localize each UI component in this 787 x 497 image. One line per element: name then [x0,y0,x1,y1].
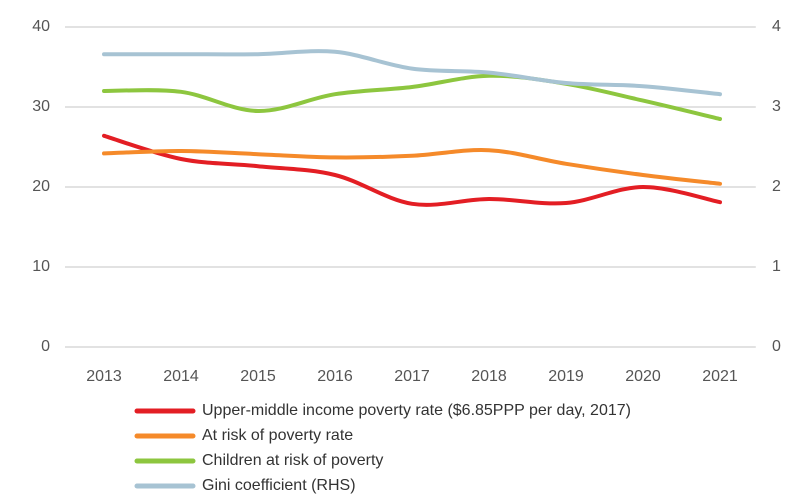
y-tick-label: 20 [32,178,50,195]
series-line [102,49,722,97]
y-tick-label: 30 [32,98,50,115]
x-tick-label: 2015 [240,368,276,385]
y2-tick-label: 2 [772,178,781,195]
y2-tick-label: 3 [772,98,781,115]
y2-tick-label: 0 [772,338,781,355]
y2-tick-label: 1 [772,258,781,275]
x-tick-label: 2013 [86,368,122,385]
x-tick-label: 2018 [471,368,507,385]
x-tick-label: 2014 [163,368,199,385]
y-tick-label: 0 [41,338,50,355]
legend-label: Upper-middle income poverty rate ($6.85P… [202,402,631,419]
series-line [102,148,722,186]
x-tick-label: 2020 [625,368,661,385]
legend-label: Gini coefficient (RHS) [202,477,356,494]
x-tick-label: 2019 [548,368,584,385]
x-tick-label: 2021 [702,368,738,385]
x-tick-label: 2016 [317,368,353,385]
y-tick-label: 40 [32,18,50,35]
series-line [102,73,722,121]
y2-tick-label: 4 [772,18,781,35]
y-tick-label: 10 [32,258,50,275]
legend-label: At risk of poverty rate [202,427,353,444]
x-tick-label: 2017 [394,368,430,385]
series-line [102,133,722,207]
legend-label: Children at risk of poverty [202,452,383,469]
